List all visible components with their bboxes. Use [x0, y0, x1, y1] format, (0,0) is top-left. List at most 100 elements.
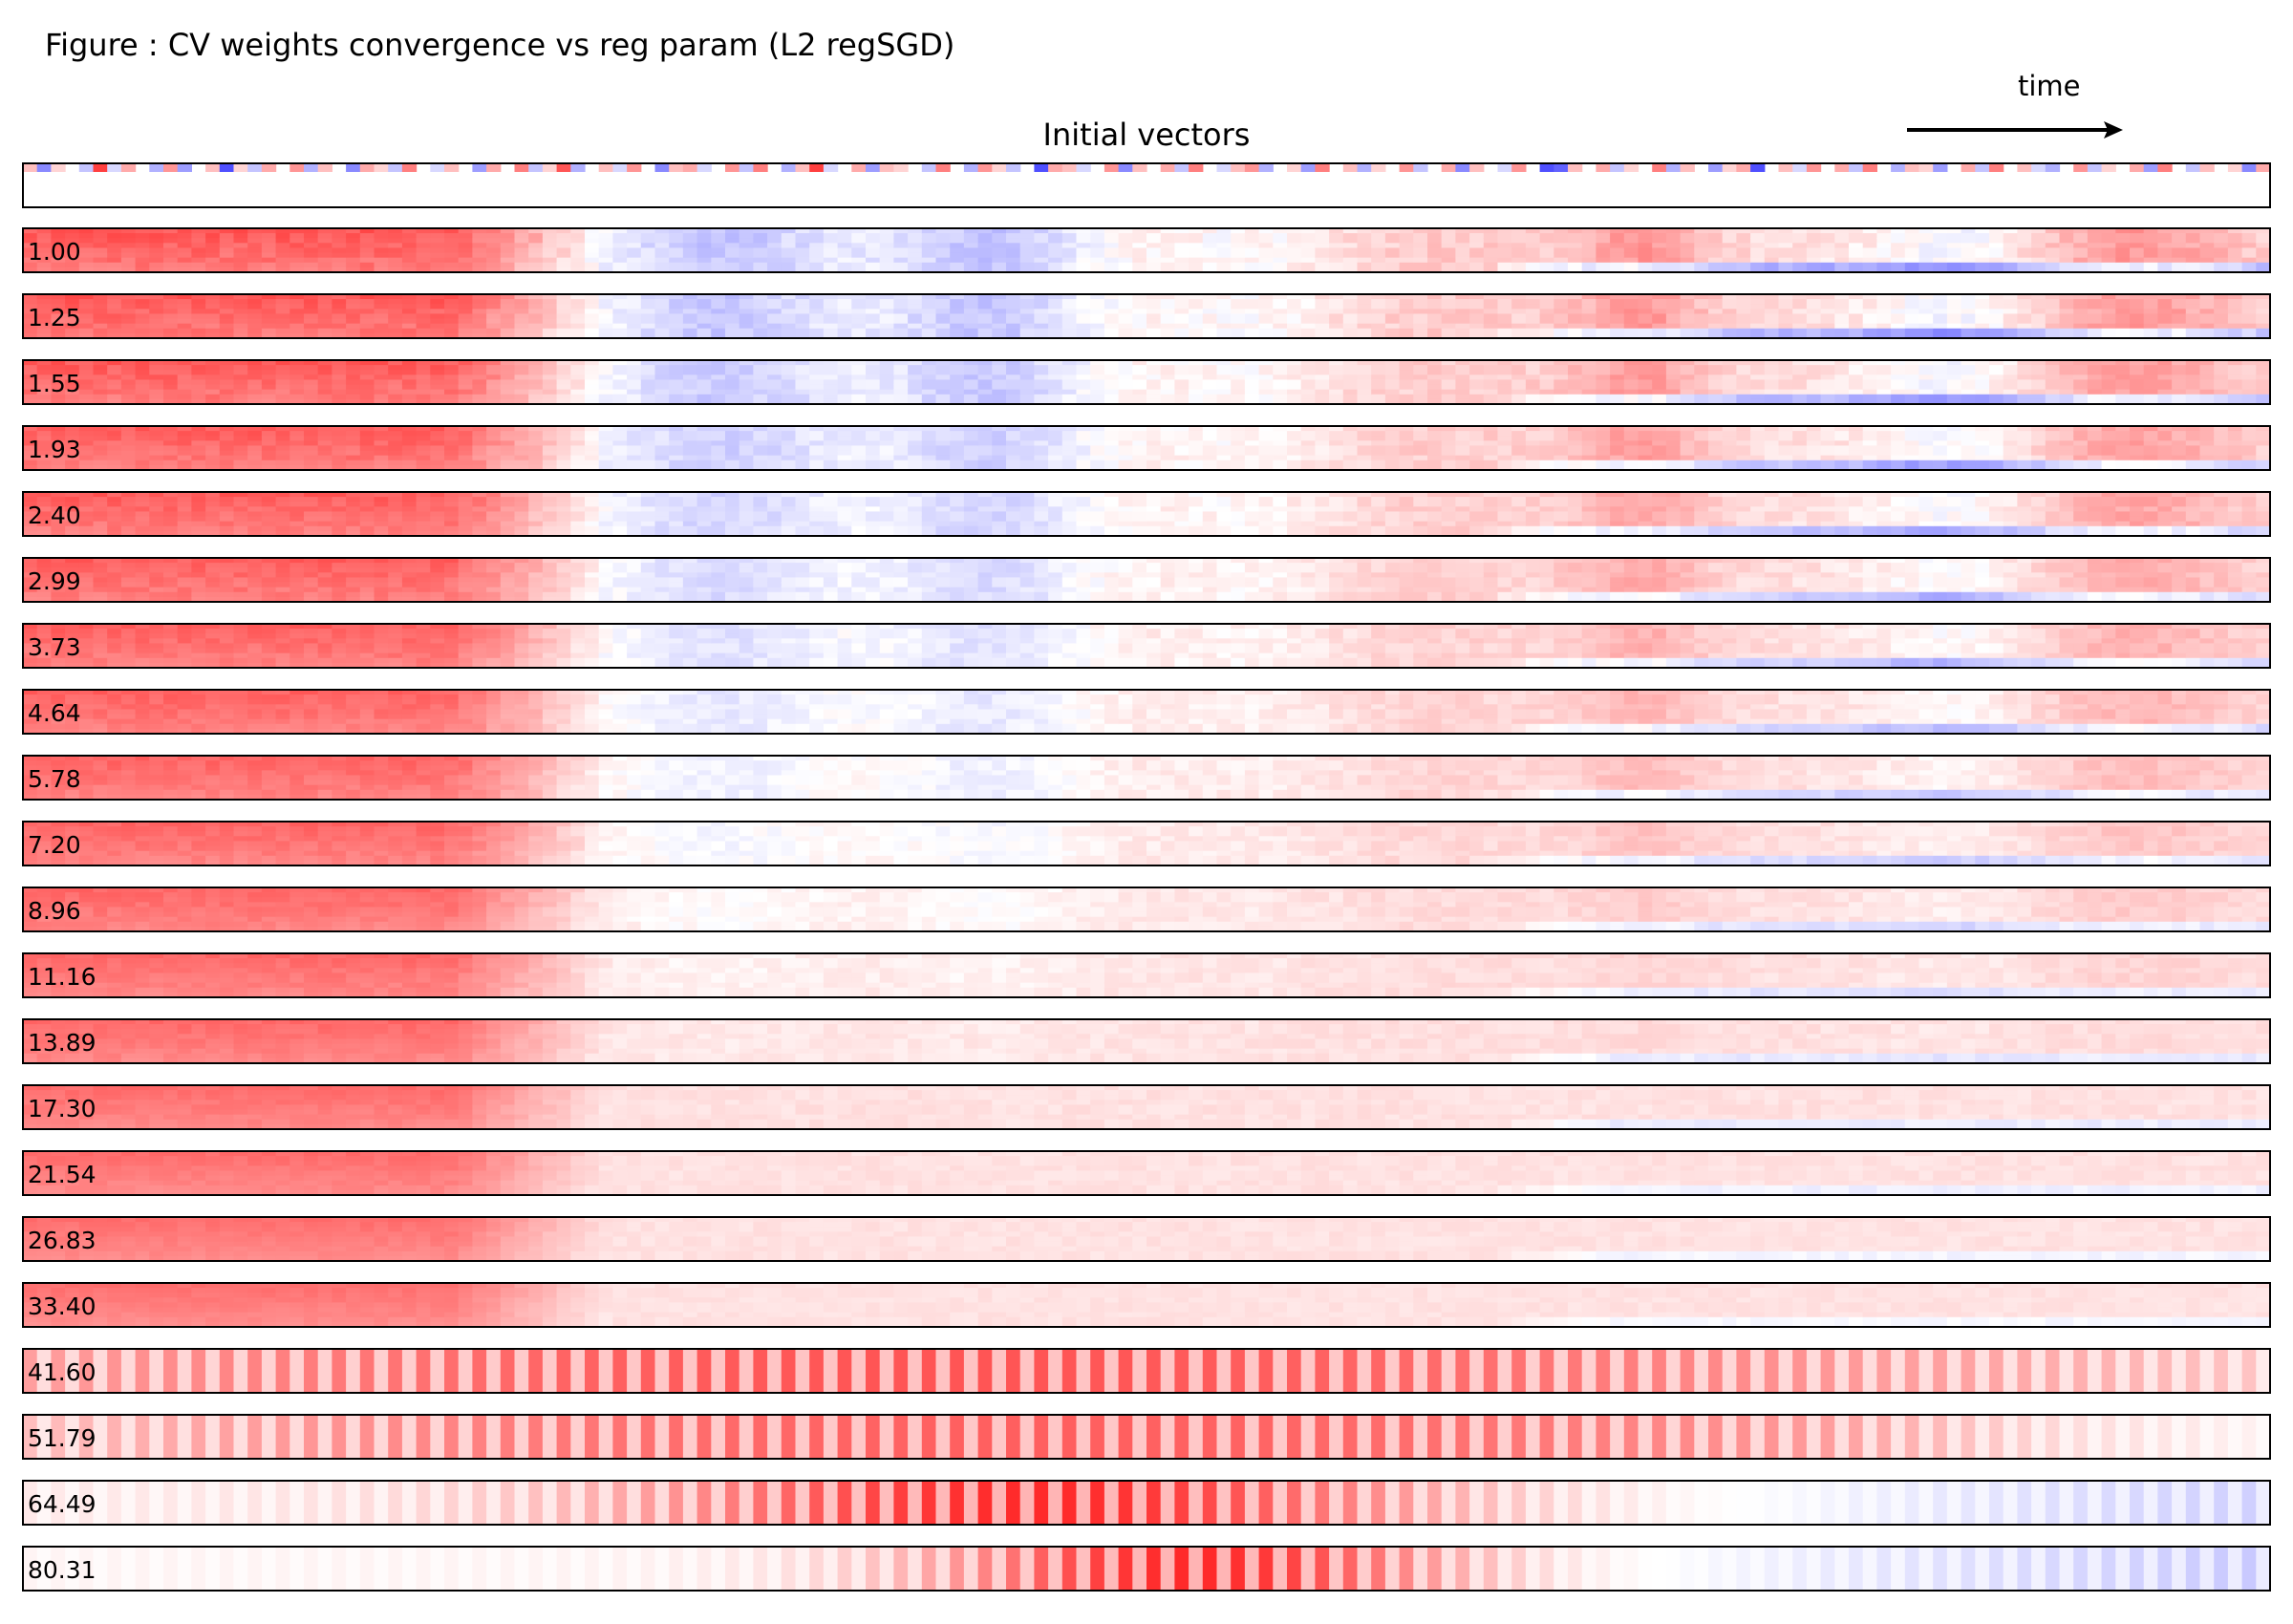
heatmap-cell [472, 233, 487, 239]
heatmap-cell [640, 228, 656, 234]
heatmap-cell [304, 389, 319, 395]
heatmap-cell [1946, 323, 1962, 330]
heatmap-cell [1160, 328, 1175, 334]
heatmap-cell [640, 238, 656, 244]
heatmap-cell [1076, 318, 1091, 325]
heatmap-cell [1834, 299, 1850, 305]
heatmap-cell [1202, 384, 1218, 391]
heatmap-cell [1189, 318, 1204, 325]
heatmap-cell [1989, 360, 2004, 366]
heatmap-cell [767, 360, 782, 366]
heatmap-cell [725, 459, 740, 466]
heatmap-cell [921, 365, 937, 371]
heatmap-cell [93, 238, 108, 244]
heatmap-cell [1876, 328, 1892, 334]
heatmap-cell [1273, 309, 1288, 315]
heatmap-cell [1862, 304, 1877, 310]
heatmap-cell [1820, 313, 1835, 320]
heatmap-cell [2130, 398, 2145, 405]
heatmap-cell [430, 332, 445, 339]
heatmap-cell [2073, 360, 2089, 366]
heatmap-cell [177, 328, 192, 334]
heatmap-cell [1371, 228, 1386, 234]
heatmap-cell [1132, 389, 1147, 395]
heatmap-cell [374, 247, 389, 254]
heatmap-cell [1708, 262, 1724, 268]
heatmap-cell [542, 398, 558, 405]
heatmap-cell [514, 309, 529, 315]
heatmap-cell [1610, 233, 1625, 239]
heatmap-cell [612, 294, 628, 300]
heatmap-cell [1961, 243, 1976, 249]
heatmap-cell [317, 323, 332, 330]
heatmap-cell [1722, 252, 1737, 259]
heatmap-cell [1202, 370, 1218, 375]
heatmap-cell [640, 459, 656, 466]
heatmap-cell [23, 374, 38, 381]
heatmap-cell [374, 365, 389, 371]
initial-vector-cell [1231, 163, 1246, 172]
heatmap-cell [725, 313, 740, 320]
heatmap-cell [696, 257, 712, 264]
heatmap-cell [205, 464, 221, 471]
heatmap-cell [1876, 332, 1892, 339]
heatmap-cell [51, 431, 66, 437]
heatmap-cell [163, 304, 179, 310]
heatmap-cell [1076, 360, 1091, 366]
initial-vector-cell [2185, 163, 2201, 172]
heatmap-cell [388, 294, 403, 300]
heatmap-cell [261, 318, 277, 325]
heatmap-cell [2087, 360, 2103, 366]
heatmap-cell [1329, 243, 1344, 249]
heatmap-cell [332, 228, 347, 234]
heatmap-cell [1441, 379, 1456, 386]
heatmap-cell [1160, 294, 1175, 300]
heatmap-cell [2059, 267, 2074, 273]
heatmap-cell [1961, 294, 1976, 300]
heatmap-cell [585, 384, 600, 391]
heatmap-cell [1610, 394, 1625, 400]
heatmap-cell [795, 398, 810, 405]
heatmap-cell [1862, 257, 1877, 264]
heatmap-cell [753, 233, 768, 239]
heatmap-cell [2256, 233, 2271, 239]
heatmap-cell [1694, 323, 1709, 330]
heatmap-cell [317, 262, 332, 268]
heatmap-cell [585, 228, 600, 234]
heatmap-cell [120, 332, 137, 339]
heatmap-cell [879, 384, 894, 391]
heatmap-cell [1764, 294, 1780, 300]
heatmap-cell [36, 257, 52, 264]
heatmap-cell [1680, 238, 1695, 244]
heatmap-cell [2115, 304, 2131, 310]
heatmap-cell [1287, 294, 1302, 300]
heatmap-cell [135, 257, 150, 264]
heatmap-cell [1820, 257, 1835, 264]
heatmap-cell [1610, 294, 1625, 300]
heatmap-cell [1061, 267, 1078, 273]
heatmap-cell [908, 398, 923, 405]
heatmap-cell [2031, 228, 2047, 234]
heatmap-cell [1638, 228, 1653, 234]
heatmap-cell [430, 238, 445, 244]
initial-vector-cell [472, 163, 487, 172]
heatmap-cell [711, 267, 726, 273]
heatmap-cell [1019, 309, 1035, 315]
heatmap-cell [2172, 313, 2187, 320]
heatmap-cell [837, 323, 852, 330]
heatmap-cell [696, 374, 712, 381]
heatmap-cell [2130, 299, 2145, 305]
heatmap-cell [2003, 294, 2018, 300]
heatmap-cell [823, 309, 839, 315]
heatmap-cell [1441, 332, 1456, 339]
heatmap-cell [2172, 257, 2187, 264]
heatmap-cell [1090, 247, 1105, 254]
heatmap-cell [2143, 309, 2158, 315]
heatmap-cell [612, 464, 628, 471]
heatmap-cell [739, 299, 754, 305]
heatmap-cell [289, 431, 305, 437]
initial-vector-cell [542, 163, 558, 172]
heatmap-cell [2172, 394, 2187, 400]
heatmap-cell [696, 455, 712, 461]
